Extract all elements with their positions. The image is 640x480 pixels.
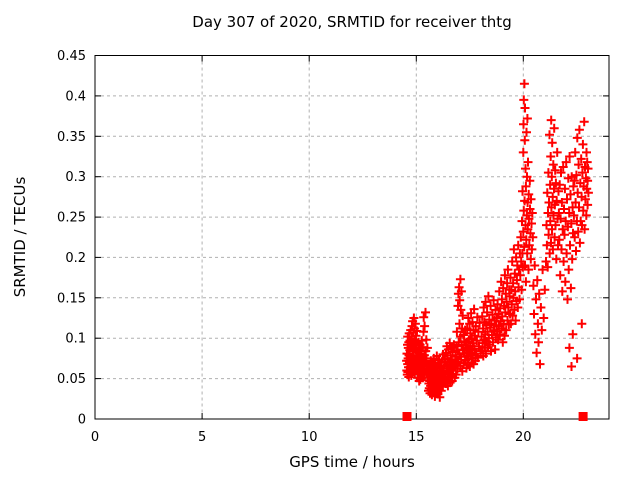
svg-text:0: 0 bbox=[91, 430, 99, 445]
chart-title: Day 307 of 2020, SRMTID for receiver tht… bbox=[192, 13, 512, 31]
svg-text:0.25: 0.25 bbox=[57, 211, 86, 226]
svg-text:0: 0 bbox=[78, 413, 86, 428]
svg-text:0.45: 0.45 bbox=[57, 49, 86, 64]
svg-text:0.2: 0.2 bbox=[65, 251, 86, 266]
svg-text:0.3: 0.3 bbox=[65, 170, 86, 185]
svg-text:0.35: 0.35 bbox=[57, 130, 86, 145]
svg-text:0.1: 0.1 bbox=[65, 332, 86, 347]
svg-text:5: 5 bbox=[198, 430, 206, 445]
svg-text:10: 10 bbox=[301, 430, 318, 445]
svg-text:0.4: 0.4 bbox=[65, 89, 86, 104]
svg-text:20: 20 bbox=[515, 430, 532, 445]
svg-text:0.05: 0.05 bbox=[57, 372, 86, 387]
svg-text:15: 15 bbox=[408, 430, 425, 445]
x-axis-label: GPS time / hours bbox=[289, 453, 415, 471]
svg-text:0.15: 0.15 bbox=[57, 291, 86, 306]
